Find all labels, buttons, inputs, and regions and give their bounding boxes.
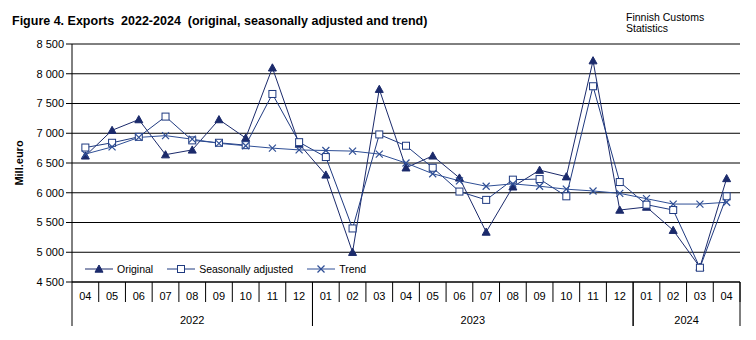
svg-text:01: 01: [320, 290, 332, 302]
html-text:Original: Original: [117, 263, 154, 275]
svg-text:11: 11: [267, 290, 278, 302]
svg-text:6 000: 6 000: [36, 187, 64, 199]
svg-text:Mill.euro: Mill.euro: [13, 140, 25, 186]
html-text:Finnish Customs Statistics: Finnish Customs Statistics: [626, 11, 705, 34]
svg-text:7 000: 7 000: [36, 127, 64, 139]
svg-text:2022: 2022: [180, 314, 204, 326]
svg-text:05: 05: [427, 290, 439, 302]
svg-text:11: 11: [587, 290, 598, 302]
svg-text:04: 04: [79, 290, 91, 302]
svg-text:10: 10: [240, 290, 252, 302]
svg-text:09: 09: [533, 290, 545, 302]
svg-text:03: 03: [694, 290, 706, 302]
svg-text:08: 08: [507, 290, 519, 302]
html-text:Figure 4. Exports 2022-2024 (o: Figure 4. Exports 2022-2024 (original, s…: [12, 14, 428, 28]
svg-text:8 000: 8 000: [36, 68, 64, 80]
svg-text:01: 01: [640, 290, 652, 302]
svg-text:09: 09: [213, 290, 225, 302]
html-text:Trend: Trend: [339, 263, 367, 275]
svg-text:12: 12: [614, 290, 626, 302]
svg-text:04: 04: [721, 290, 733, 302]
svg-text:07: 07: [159, 290, 171, 302]
html-text:Seasonally adjusted: Seasonally adjusted: [199, 263, 294, 275]
svg-text:7 500: 7 500: [36, 97, 64, 109]
svg-text:2024: 2024: [674, 314, 698, 326]
svg-text:05: 05: [106, 290, 118, 302]
svg-text:03: 03: [373, 290, 385, 302]
svg-text:4 500: 4 500: [36, 276, 64, 288]
svg-text:5 500: 5 500: [36, 216, 64, 228]
svg-text:06: 06: [133, 290, 145, 302]
svg-text:5 000: 5 000: [36, 246, 64, 258]
svg-text:6 500: 6 500: [36, 157, 64, 169]
svg-text:02: 02: [346, 290, 358, 302]
svg-text:04: 04: [400, 290, 412, 302]
svg-text:10: 10: [560, 290, 572, 302]
svg-text:07: 07: [480, 290, 492, 302]
svg-text:2023: 2023: [461, 314, 485, 326]
svg-text:02: 02: [667, 290, 679, 302]
svg-text:06: 06: [453, 290, 465, 302]
svg-text:8 500: 8 500: [36, 38, 64, 50]
svg-text:12: 12: [293, 290, 305, 302]
svg-text:08: 08: [186, 290, 198, 302]
